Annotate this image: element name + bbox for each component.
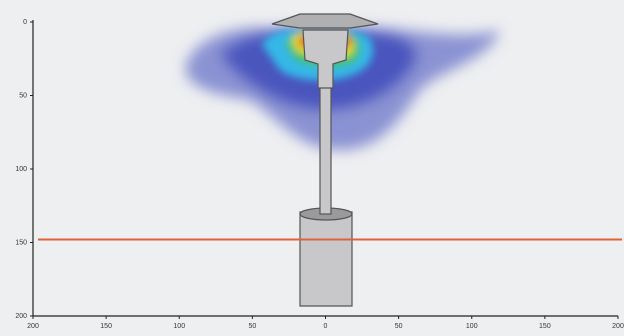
x-tick-label: 100 [173, 323, 185, 330]
y-tick-label: 150 [15, 239, 27, 246]
x-tick-label: 50 [248, 323, 256, 330]
x-tick-label: 100 [466, 323, 478, 330]
y-tick-label: 100 [15, 166, 27, 173]
y-tick-label: 0 [23, 19, 27, 26]
patio-heater [271, 13, 379, 307]
x-tick-label: 150 [100, 323, 112, 330]
y-tick-label: 200 [15, 313, 27, 320]
x-tick-label: 0 [324, 323, 328, 330]
x-tick-label: 150 [539, 323, 551, 330]
x-tick-label: 200 [27, 323, 39, 330]
x-tick-label: 50 [395, 323, 403, 330]
x-tick-label: 200 [612, 323, 624, 330]
y-tick-label: 50 [19, 92, 27, 99]
